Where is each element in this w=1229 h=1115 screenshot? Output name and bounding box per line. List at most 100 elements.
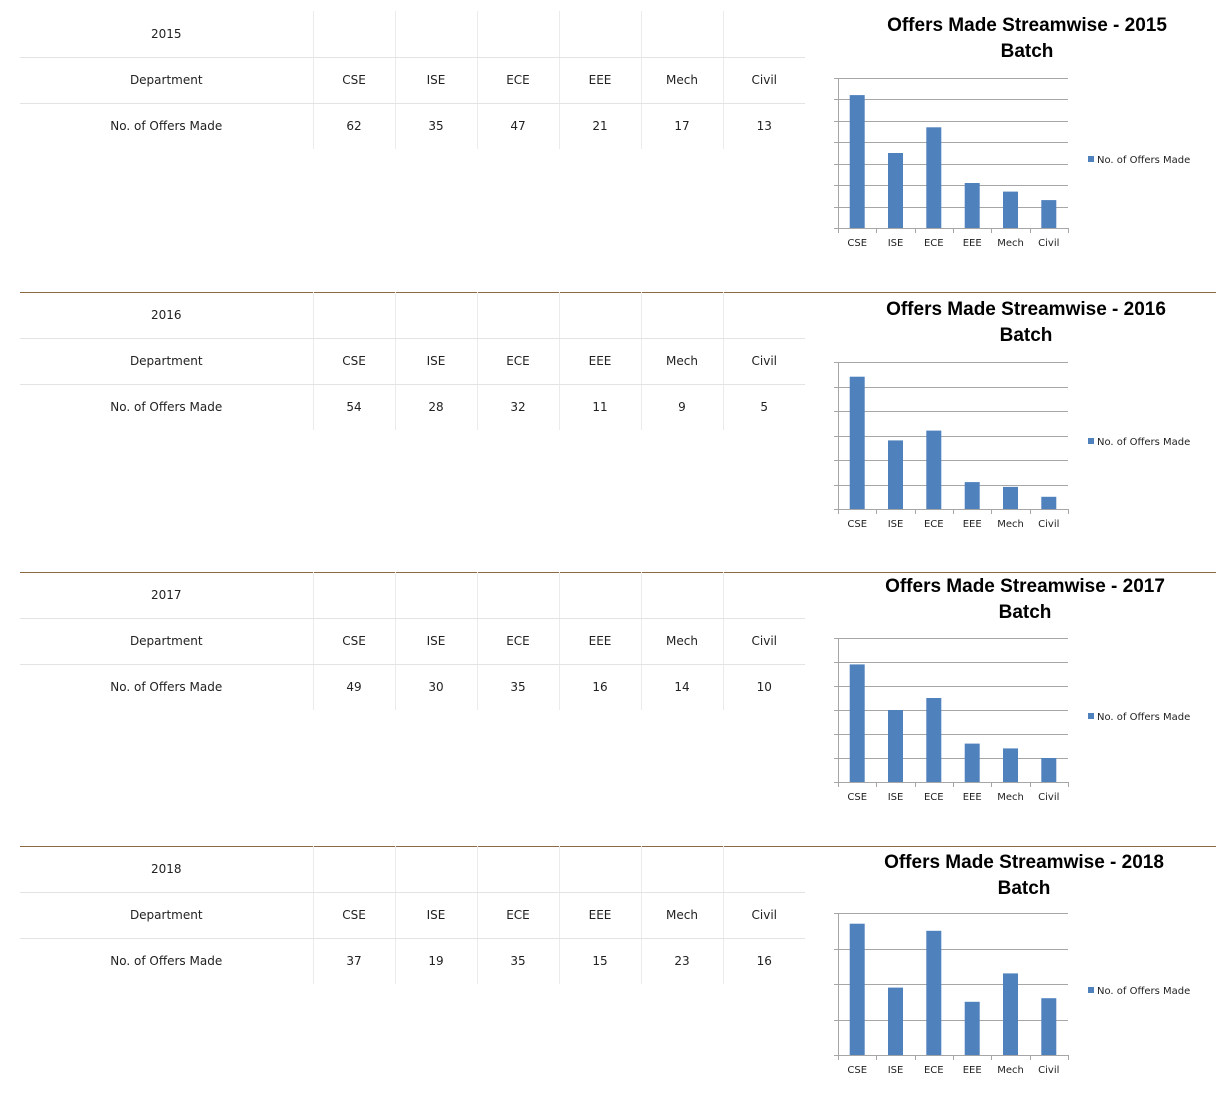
legend-label: No. of Offers Made (1097, 437, 1191, 448)
chart-legend: No. of Offers Made (1088, 155, 1190, 166)
offers-value-cell: 47 (476, 103, 559, 149)
x-tick-label: CSE (847, 238, 867, 249)
legend-swatch (1088, 713, 1094, 719)
chart-title-line2: Batch (1000, 41, 1054, 62)
x-tick-label: CSE (847, 1065, 867, 1076)
offers-value-cell: 35 (476, 938, 559, 984)
empty-cell (394, 572, 477, 619)
empty-cell (394, 11, 477, 58)
x-tick-label: ISE (888, 519, 904, 530)
department-cell: ECE (476, 618, 559, 665)
department-header-cell: Department (20, 892, 313, 939)
chart-title-line1: Offers Made Streamwise - 2016 (886, 299, 1166, 320)
offers-label-cell: No. of Offers Made (110, 680, 223, 695)
chart-legend: No. of Offers Made (1088, 986, 1190, 997)
offers-value-cell: 54 (312, 384, 395, 430)
offers-table: 2018 Department CSE ISE ECE EEE Mech Civil No. o… (20, 846, 805, 984)
empty-cell (722, 11, 805, 58)
bar-eee (964, 482, 980, 509)
department-row: Department CSE ISE ECE EEE Mech Civil (20, 892, 805, 939)
offers-table: 2016 Department CSE ISE ECE EEE Mech Civil No. o… (20, 292, 805, 430)
chart-title: Offers Made Streamwise - 2015 Batch (837, 13, 1217, 65)
department-cell: CSE (312, 618, 395, 665)
bar-ise (888, 440, 903, 509)
bar-cse (849, 376, 865, 509)
offers-value-cell: 21 (558, 103, 641, 149)
department-cell: ECE (476, 892, 559, 939)
x-tick-label: ECE (924, 1065, 944, 1076)
legend-swatch (1088, 438, 1094, 444)
x-tick-label: EEE (963, 519, 982, 530)
chart-title-line1: Offers Made Streamwise - 2018 (884, 852, 1164, 873)
year-row: 2018 (20, 846, 805, 893)
department-cell: Mech (640, 618, 723, 665)
department-header-cell: Department (20, 338, 313, 385)
chart-legend: No. of Offers Made (1088, 712, 1190, 723)
offers-value-cell: 11 (558, 384, 641, 430)
offers-value-cell: 49 (312, 664, 395, 710)
empty-cell (722, 292, 805, 339)
legend-label: No. of Offers Made (1097, 986, 1191, 997)
year-cell: 2017 (20, 572, 313, 619)
x-tick-label: EEE (963, 1065, 982, 1076)
chart-legend: No. of Offers Made (1088, 437, 1190, 448)
x-tick-label: ISE (888, 238, 904, 249)
bar-chart: CSE ISE ECE EEE Mech Civil (834, 362, 1069, 530)
year-row: 2016 (20, 292, 805, 339)
bar-civil (1041, 998, 1057, 1055)
legend-label: No. of Offers Made (1097, 155, 1191, 166)
offers-label-cell: No. of Offers Made (110, 119, 223, 134)
department-cell: Civil (722, 57, 805, 104)
empty-cell (558, 846, 641, 893)
bar-ise (888, 710, 903, 782)
department-cell: ISE (394, 618, 477, 665)
department-cell: CSE (312, 338, 395, 385)
bar-mech (1003, 973, 1018, 1055)
department-row: Department CSE ISE ECE EEE Mech Civil (20, 618, 805, 665)
x-tick-label: CSE (847, 792, 867, 803)
department-header-cell: Department (20, 618, 313, 665)
chart-title-line2: Batch (999, 325, 1053, 346)
year-cell: 2016 (20, 292, 313, 339)
offers-value-cell: 13 (722, 103, 805, 149)
department-row: Department CSE ISE ECE EEE Mech Civil (20, 57, 805, 104)
x-tick-label: ISE (888, 792, 904, 803)
department-cell: ECE (476, 338, 559, 385)
offers-label-cell: No. of Offers Made (110, 954, 223, 969)
empty-cell (722, 572, 805, 619)
empty-cell (558, 11, 641, 58)
x-tick-label: Civil (1038, 238, 1059, 249)
bar-chart: CSE ISE ECE EEE Mech Civil (834, 913, 1069, 1076)
offers-value-cell: 35 (476, 664, 559, 710)
empty-cell (722, 846, 805, 893)
department-cell: EEE (558, 892, 641, 939)
year-section-2015: 2015 Department CSE ISE ECE EEE Mech Civil No. o… (0, 0, 1229, 280)
offers-value-cell: 17 (640, 103, 723, 149)
bar-mech (1003, 748, 1018, 782)
offers-value-cell: 14 (640, 664, 723, 710)
legend-label: No. of Offers Made (1097, 712, 1191, 723)
empty-cell (476, 572, 559, 619)
x-tick-label: EEE (963, 792, 982, 803)
empty-cell (476, 846, 559, 893)
empty-cell (640, 846, 723, 893)
x-tick-label: Mech (997, 238, 1024, 249)
x-tick-label: CSE (847, 519, 867, 530)
x-tick-label: Civil (1038, 519, 1059, 530)
department-cell: Mech (640, 338, 723, 385)
department-row: Department CSE ISE ECE EEE Mech Civil (20, 338, 805, 385)
empty-cell (640, 292, 723, 339)
department-cell: EEE (558, 57, 641, 104)
department-cell: CSE (312, 892, 395, 939)
department-cell: CSE (312, 57, 395, 104)
chart-title-line1: Offers Made Streamwise - 2015 (887, 15, 1167, 36)
year-cell: 2015 (20, 11, 313, 58)
offers-value-cell: 62 (312, 103, 395, 149)
bar-eee (964, 183, 980, 228)
chart-title-line2: Batch (998, 602, 1052, 623)
empty-cell (312, 292, 395, 339)
x-tick-label: Civil (1038, 792, 1059, 803)
department-cell: Civil (722, 892, 805, 939)
x-tick-label: Mech (997, 1065, 1024, 1076)
department-cell: EEE (558, 338, 641, 385)
